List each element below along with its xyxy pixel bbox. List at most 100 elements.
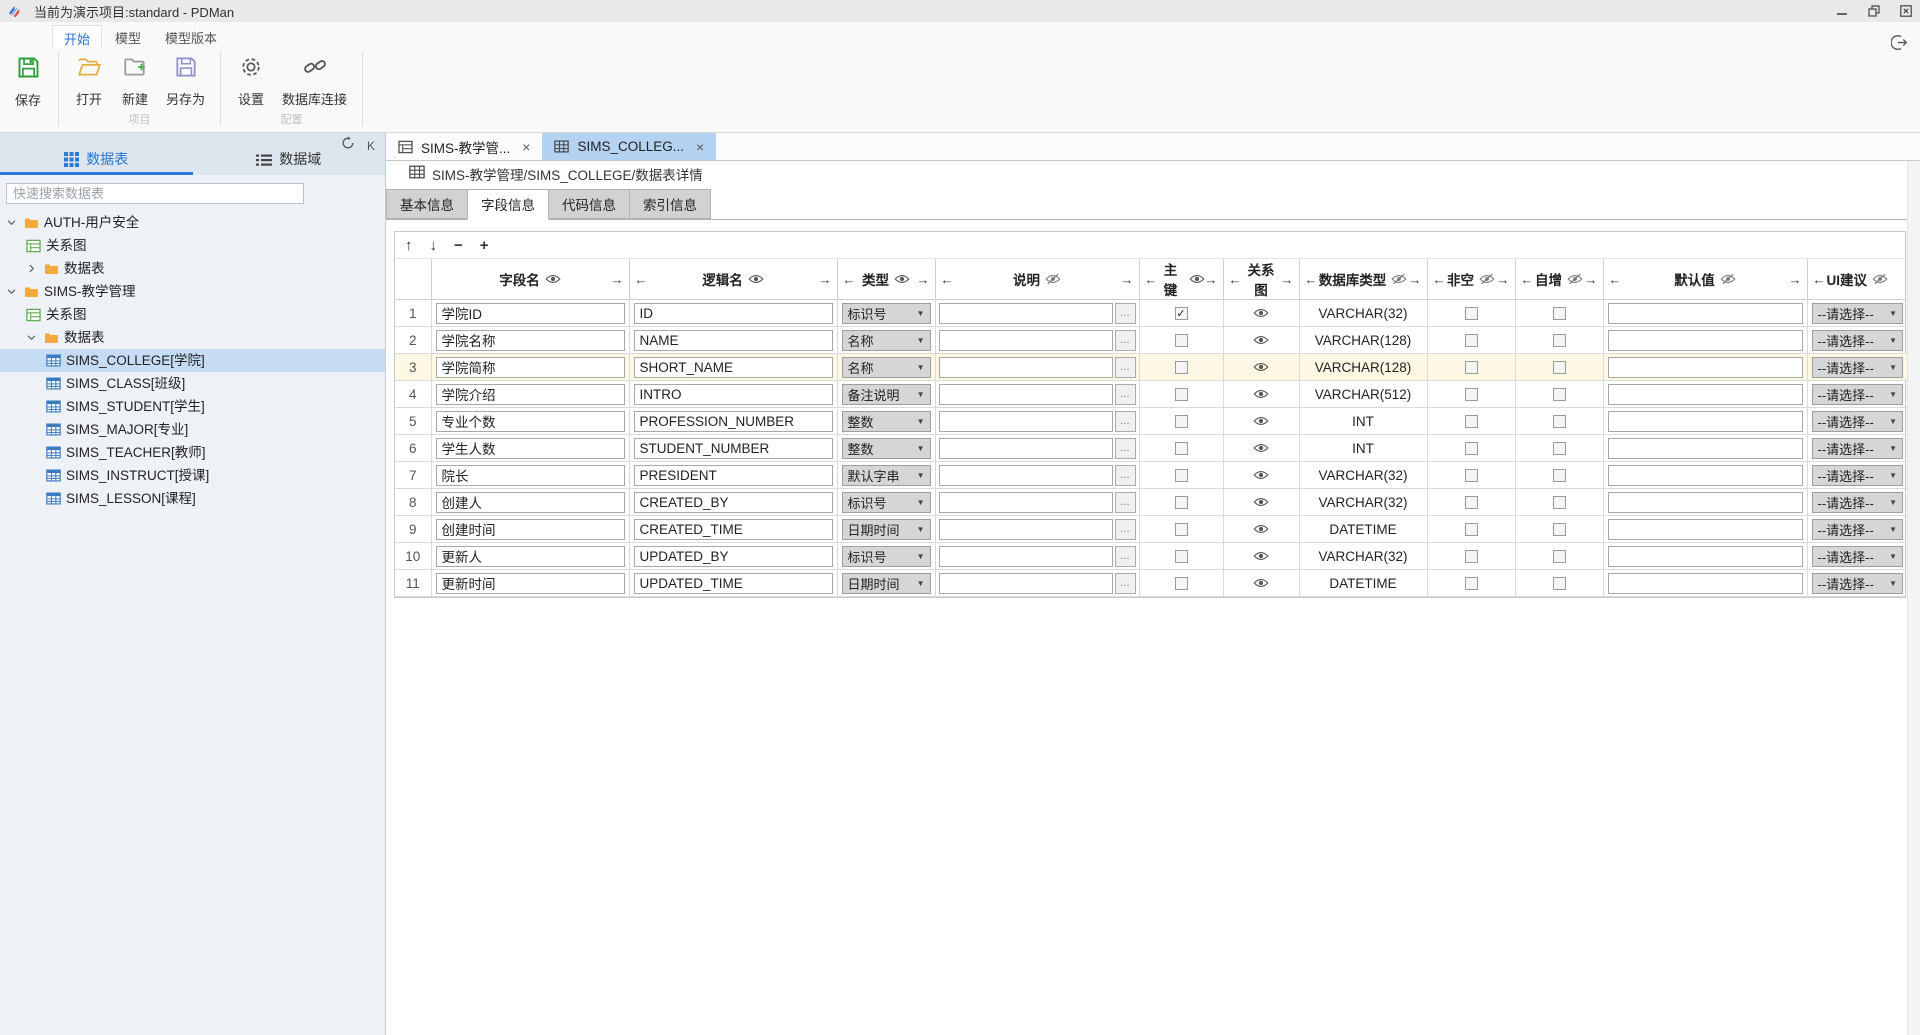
tree-item[interactable]: SIMS_MAJOR[专业] [0,418,385,441]
doc-tab-1[interactable]: SIMS_COLLEG... × [542,133,717,160]
ui-suggest-select[interactable]: --请选择-- ▼ [1811,464,1903,486]
col-move-left-icon[interactable]: ← [1144,271,1158,287]
type-select[interactable]: 整数 ▼ [841,410,931,432]
relation-eye-icon[interactable] [1224,496,1299,508]
more-button[interactable]: ... [1114,383,1136,405]
not-null-checkbox[interactable] [1464,522,1478,536]
col-move-left-icon[interactable]: ← [1432,271,1446,287]
auto-increment-checkbox[interactable] [1552,387,1566,401]
description-input[interactable] [938,410,1113,432]
field-name-input[interactable] [435,464,625,486]
auto-increment-checkbox[interactable] [1552,522,1566,536]
not-null-checkbox[interactable] [1464,333,1478,347]
type-select[interactable]: 标识号 ▼ [841,302,931,324]
description-input[interactable] [938,329,1113,351]
type-select[interactable]: 备注说明 ▼ [841,383,931,405]
col-move-left-icon[interactable]: ← [1228,271,1242,287]
col-move-right-icon[interactable]: → [1408,271,1422,287]
sidebar-tab-domains[interactable]: 数据域 [193,146,386,175]
menu-tab-1[interactable]: 模型 [115,31,142,46]
relation-eye-icon[interactable] [1224,361,1299,373]
ui-suggest-select[interactable]: --请选择-- ▼ [1811,356,1903,378]
default-value-input[interactable] [1607,464,1803,486]
logical-name-input[interactable] [633,545,833,567]
remove-row-icon[interactable]: − [454,236,463,254]
col-move-right-icon[interactable]: → [1204,271,1218,287]
default-value-input[interactable] [1607,383,1803,405]
eye-icon[interactable] [894,273,910,285]
primary-key-checkbox[interactable] [1174,360,1188,374]
tree-item[interactable]: SIMS_COLLEGE[学院] [0,349,385,372]
vertical-scrollbar[interactable] [1907,161,1920,1035]
refresh-icon[interactable] [341,136,355,155]
search-input[interactable] [6,183,304,204]
db-link-button[interactable]: 数据库连接 [277,48,352,111]
relation-eye-icon[interactable] [1224,523,1299,535]
type-select[interactable]: 名称 ▼ [841,356,931,378]
eye-off-icon[interactable] [1479,273,1495,285]
not-null-checkbox[interactable] [1464,360,1478,374]
folder-new-button[interactable]: 新建 [115,48,155,111]
not-null-checkbox[interactable] [1464,549,1478,563]
tree-item[interactable]: 数据表 [0,326,385,349]
eye-icon[interactable] [1188,273,1205,285]
ui-suggest-select[interactable]: --请选择-- ▼ [1811,572,1903,594]
field-name-input[interactable] [435,437,625,459]
ui-suggest-select[interactable]: --请选择-- ▼ [1811,410,1903,432]
chevron-down-icon[interactable] [26,332,44,343]
primary-key-checkbox[interactable] [1174,549,1188,563]
close-icon[interactable] [1898,3,1914,19]
auto-increment-checkbox[interactable] [1552,576,1566,590]
tree-item[interactable]: SIMS-教学管理 [0,280,385,303]
chevron-down-icon[interactable] [6,217,24,228]
field-name-input[interactable] [435,410,625,432]
tree-item[interactable]: SIMS_INSTRUCT[授课] [0,464,385,487]
not-null-checkbox[interactable] [1464,414,1478,428]
chevron-right-icon[interactable] [26,263,44,274]
relation-eye-icon[interactable] [1224,550,1299,562]
relation-eye-icon[interactable] [1224,388,1299,400]
description-input[interactable] [938,356,1113,378]
logical-name-input[interactable] [633,302,833,324]
relation-eye-icon[interactable] [1224,442,1299,454]
primary-key-checkbox[interactable] [1174,495,1188,509]
eye-off-icon[interactable] [1045,273,1061,285]
auto-increment-checkbox[interactable] [1552,549,1566,563]
not-null-checkbox[interactable] [1464,387,1478,401]
eye-off-icon[interactable] [1872,273,1888,285]
type-select[interactable]: 名称 ▼ [841,329,931,351]
ui-suggest-select[interactable]: --请选择-- ▼ [1811,329,1903,351]
field-name-input[interactable] [435,491,625,513]
description-input[interactable] [938,518,1113,540]
col-move-left-icon[interactable]: ← [1812,271,1826,287]
auto-increment-checkbox[interactable] [1552,441,1566,455]
not-null-checkbox[interactable] [1464,576,1478,590]
chevron-down-icon[interactable] [6,286,24,297]
logical-name-input[interactable] [633,518,833,540]
eye-off-icon[interactable] [1720,273,1736,285]
primary-key-checkbox[interactable] [1174,387,1188,401]
logical-name-input[interactable] [633,437,833,459]
description-input[interactable] [938,302,1113,324]
tree-item[interactable]: SIMS_LESSON[课程] [0,487,385,510]
default-value-input[interactable] [1607,437,1803,459]
tree-item[interactable]: 关系图 [0,303,385,326]
auto-increment-checkbox[interactable] [1552,414,1566,428]
detail-tab-0[interactable]: 基本信息 [386,189,468,219]
minimize-icon[interactable] [1834,3,1850,19]
not-null-checkbox[interactable] [1464,468,1478,482]
not-null-checkbox[interactable] [1464,495,1478,509]
tree-item[interactable]: AUTH-用户安全 [0,211,385,234]
tab-close-icon[interactable]: × [522,138,531,155]
field-name-input[interactable] [435,383,625,405]
col-move-left-icon[interactable]: ← [842,271,856,287]
primary-key-checkbox[interactable] [1174,414,1188,428]
description-input[interactable] [938,437,1113,459]
col-move-right-icon[interactable]: → [1788,271,1802,287]
primary-key-checkbox[interactable] [1174,333,1188,347]
type-select[interactable]: 日期时间 ▼ [841,518,931,540]
move-up-icon[interactable]: ↑ [405,236,413,254]
col-move-right-icon[interactable]: → [1120,271,1134,287]
auto-increment-checkbox[interactable] [1552,333,1566,347]
move-down-icon[interactable]: ↓ [429,236,438,254]
